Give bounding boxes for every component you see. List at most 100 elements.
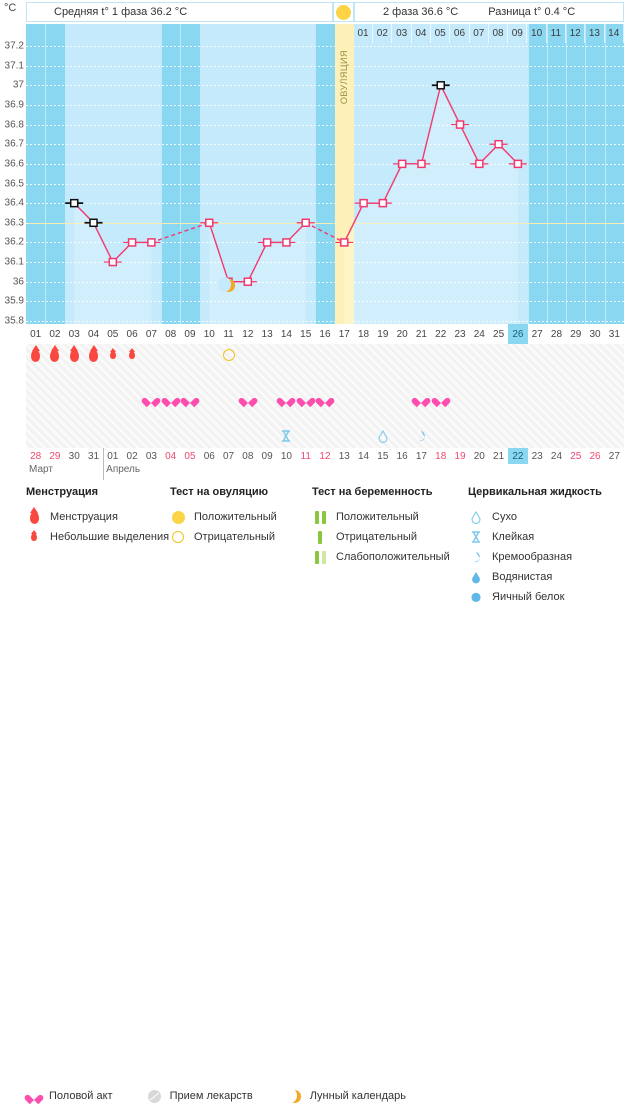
data-point-marker[interactable] (282, 238, 291, 247)
data-point-marker[interactable] (378, 198, 388, 208)
cycle-day-cell[interactable]: 16 (319, 328, 331, 340)
chart-day-column[interactable] (64, 24, 84, 324)
data-point-marker[interactable] (147, 238, 156, 247)
calendar-date-cell[interactable]: 08 (242, 450, 254, 462)
calendar-date-cell[interactable]: 07 (222, 450, 235, 462)
cycle-day-cell[interactable]: 24 (473, 328, 485, 340)
intercourse-marker[interactable] (431, 388, 450, 410)
cycle-day-cell[interactable]: 22 (435, 328, 447, 340)
calendar-date-cell[interactable]: 12 (319, 450, 331, 462)
calendar-date-cell[interactable]: 15 (377, 450, 389, 462)
calendar-date-cell[interactable]: 03 (145, 450, 157, 462)
intercourse-marker[interactable] (161, 388, 180, 410)
chart-day-column[interactable] (411, 24, 432, 324)
data-point-marker[interactable] (417, 159, 426, 169)
chart-day-column[interactable] (488, 24, 509, 324)
data-point-marker[interactable] (359, 198, 368, 208)
calendar-date-cell[interactable]: 11 (300, 450, 311, 462)
calendar-date-cell[interactable]: 21 (493, 450, 505, 462)
data-point-marker[interactable] (513, 159, 523, 169)
cycle-day-cell[interactable]: 07 (145, 328, 157, 340)
calendar-date-cell[interactable]: 27 (608, 450, 620, 462)
data-point-marker[interactable] (127, 238, 137, 247)
intercourse-marker[interactable] (180, 388, 199, 410)
intercourse-marker[interactable] (296, 388, 315, 410)
cycle-day-cell[interactable]: 11 (223, 328, 234, 340)
cycle-day-cell[interactable]: 13 (261, 328, 273, 340)
intercourse-marker[interactable] (277, 388, 296, 410)
chart-day-column[interactable] (199, 24, 219, 324)
chart-day-column[interactable] (218, 24, 239, 324)
cycle-day-cell[interactable]: 18 (358, 328, 370, 340)
chart-day-column[interactable] (276, 24, 297, 324)
calendar-date-cell[interactable]: 13 (338, 450, 350, 462)
menstruation-marker[interactable] (26, 344, 45, 366)
cycle-day-cell[interactable]: 04 (87, 328, 100, 340)
data-point-marker[interactable] (301, 218, 310, 228)
calendar-date-cell[interactable]: 28 (30, 450, 42, 462)
chart-day-column[interactable] (508, 24, 528, 324)
calendar-date-cell[interactable]: 19 (454, 450, 466, 462)
data-point-marker[interactable] (455, 120, 465, 129)
data-point-marker[interactable] (494, 139, 503, 149)
data-point-marker[interactable] (205, 218, 214, 228)
calendar-date-cell[interactable]: 22 (508, 448, 528, 464)
calendar-date-cell[interactable]: 09 (261, 450, 273, 462)
cervical-fluid-marker[interactable] (412, 425, 431, 447)
calendar-date-cell[interactable]: 06 (203, 450, 215, 462)
data-point-marker[interactable] (89, 218, 98, 228)
calendar-date-cell[interactable]: 18 (435, 450, 447, 462)
menstruation-marker[interactable] (45, 344, 64, 366)
calendar-date-cell[interactable]: 23 (531, 450, 543, 462)
data-point-marker[interactable] (340, 238, 349, 247)
calendar-date-cell[interactable]: 24 (550, 450, 563, 462)
cycle-day-cell[interactable]: 19 (377, 328, 389, 340)
chart-day-column[interactable] (103, 24, 123, 324)
data-point-marker[interactable] (262, 238, 272, 247)
chart-day-column[interactable] (450, 24, 470, 324)
cycle-day-cell[interactable]: 29 (570, 328, 582, 340)
cycle-day-cell[interactable]: 14 (280, 328, 292, 340)
calendar-date-cell[interactable]: 17 (415, 450, 427, 462)
cycle-day-cell[interactable]: 31 (608, 328, 620, 340)
calendar-date-cell[interactable]: 05 (184, 450, 196, 462)
chart-day-column[interactable] (431, 24, 451, 324)
cycle-day-cell[interactable]: 15 (300, 328, 312, 340)
calendar-date-cell[interactable]: 02 (126, 450, 138, 462)
chart-day-column[interactable] (122, 24, 142, 324)
data-point-marker[interactable] (475, 159, 484, 169)
chart-day-column[interactable] (296, 24, 316, 324)
calendar-date-cell[interactable]: 26 (589, 450, 601, 462)
cycle-day-cell[interactable]: 10 (203, 328, 215, 340)
cycle-day-cell[interactable]: 06 (126, 328, 138, 340)
cycle-day-cell[interactable]: 01 (30, 328, 42, 340)
data-point-marker[interactable] (436, 81, 445, 90)
data-point-marker[interactable] (397, 159, 407, 169)
ovulation-test-marker[interactable] (219, 344, 238, 366)
calendar-date-cell[interactable]: 31 (87, 450, 100, 462)
chart-day-column[interactable] (392, 24, 412, 324)
cycle-day-cell[interactable]: 30 (589, 328, 601, 340)
data-point-marker[interactable] (243, 277, 253, 286)
cycle-day-cell[interactable]: 03 (68, 328, 80, 340)
calendar-date-cell[interactable]: 14 (358, 450, 370, 462)
intercourse-marker[interactable] (412, 388, 431, 410)
calendar-date-cell[interactable]: 29 (49, 450, 61, 462)
menstruation-marker[interactable] (103, 344, 122, 366)
chart-day-column[interactable] (353, 24, 374, 324)
chart-day-column[interactable] (141, 24, 162, 324)
chart-day-column[interactable] (257, 24, 277, 324)
menstruation-marker[interactable] (122, 344, 141, 366)
cycle-day-cell[interactable]: 12 (242, 328, 254, 340)
chart-day-column[interactable] (373, 24, 393, 324)
data-point-marker[interactable] (108, 257, 118, 267)
calendar-date-cell[interactable]: 04 (165, 450, 177, 462)
cycle-day-cell[interactable]: 26 (508, 324, 528, 344)
intercourse-marker[interactable] (142, 388, 161, 410)
menstruation-marker[interactable] (84, 344, 103, 366)
calendar-date-cell[interactable]: 25 (570, 450, 582, 462)
chart-day-column[interactable] (469, 24, 489, 324)
intercourse-marker[interactable] (238, 388, 257, 410)
calendar-date-cell[interactable]: 10 (280, 450, 292, 462)
cervical-fluid-marker[interactable] (277, 425, 296, 447)
